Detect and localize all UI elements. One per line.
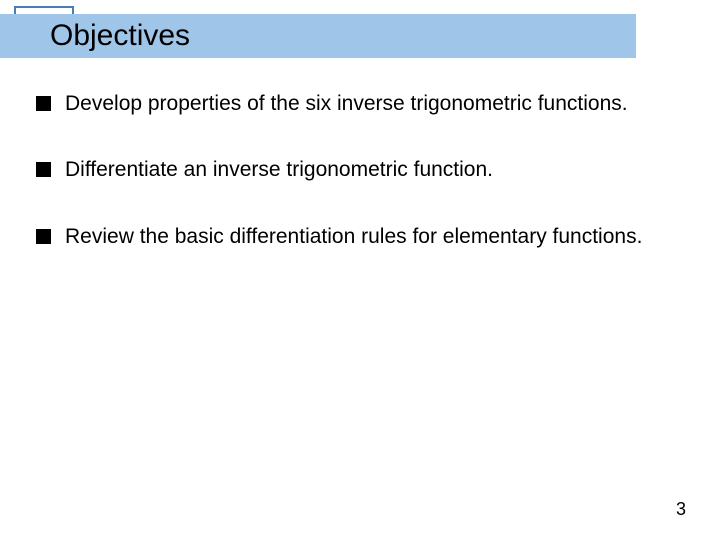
title-bar: Objectives <box>0 14 636 58</box>
bullet-text: Develop properties of the six inverse tr… <box>65 90 660 118</box>
list-item: Differentiate an inverse trigonometric f… <box>36 156 660 184</box>
square-bullet-icon <box>36 162 51 177</box>
slide-title: Objectives <box>50 19 190 53</box>
content-area: Develop properties of the six inverse tr… <box>36 90 660 289</box>
bullet-text: Differentiate an inverse trigonometric f… <box>65 156 660 184</box>
bullet-text: Review the basic differentiation rules f… <box>65 223 660 251</box>
title-decoration-top <box>14 6 74 14</box>
square-bullet-icon <box>36 96 51 111</box>
page-number: 3 <box>676 499 686 520</box>
list-item: Develop properties of the six inverse tr… <box>36 90 660 118</box>
list-item: Review the basic differentiation rules f… <box>36 223 660 251</box>
square-bullet-icon <box>36 229 51 244</box>
